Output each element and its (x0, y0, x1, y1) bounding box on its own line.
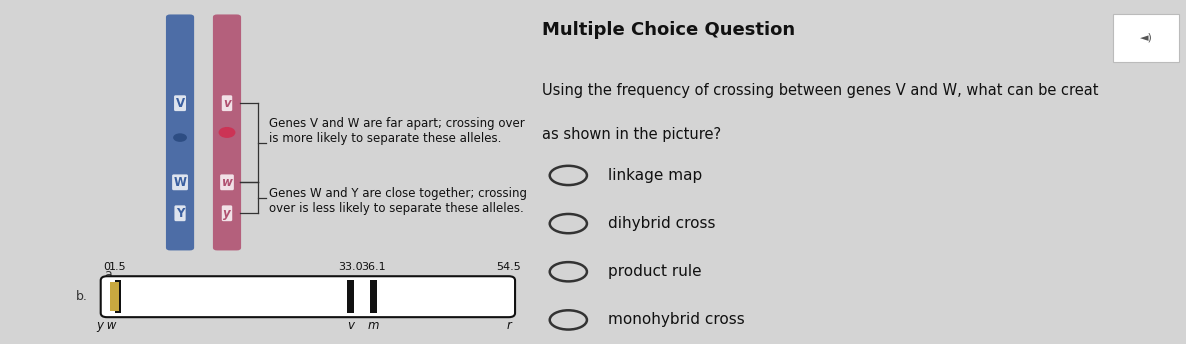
Text: 0: 0 (103, 262, 110, 272)
Bar (346, 280, 353, 313)
Ellipse shape (173, 133, 187, 142)
Text: b.: b. (76, 290, 88, 303)
FancyBboxPatch shape (1112, 14, 1179, 62)
Text: 1.5: 1.5 (109, 262, 127, 272)
Text: r: r (506, 319, 511, 332)
Text: m: m (368, 319, 378, 332)
Text: as shown in the picture?: as shown in the picture? (542, 127, 721, 142)
Text: V: V (176, 97, 185, 110)
Text: product rule: product rule (608, 264, 702, 279)
Text: monohybrid cross: monohybrid cross (608, 312, 745, 327)
FancyBboxPatch shape (166, 14, 195, 250)
Bar (370, 280, 376, 313)
Text: ◄): ◄) (1140, 33, 1153, 43)
Text: a.: a. (104, 268, 116, 281)
FancyBboxPatch shape (213, 14, 241, 250)
Text: y w: y w (97, 319, 117, 332)
Text: 54.5: 54.5 (497, 262, 521, 272)
Bar (109, 282, 119, 311)
Text: W: W (173, 176, 186, 189)
Bar (115, 280, 121, 313)
Text: 36.1: 36.1 (361, 262, 385, 272)
Text: Using the frequency of crossing between genes V and W, what can be creat: Using the frequency of crossing between … (542, 83, 1098, 98)
Text: v: v (223, 97, 231, 110)
Text: v: v (346, 319, 353, 332)
Text: dihybrid cross: dihybrid cross (608, 216, 715, 231)
Text: y: y (223, 207, 231, 220)
FancyBboxPatch shape (101, 276, 515, 317)
Text: Y: Y (176, 207, 184, 220)
Ellipse shape (218, 127, 236, 138)
Text: Multiple Choice Question: Multiple Choice Question (542, 21, 795, 39)
Text: w: w (222, 176, 232, 189)
Text: Genes W and Y are close together; crossing
over is less likely to separate these: Genes W and Y are close together; crossi… (269, 186, 527, 215)
Text: 33.0: 33.0 (338, 262, 363, 272)
Text: Genes V and W are far apart; crossing over
is more likely to separate these alle: Genes V and W are far apart; crossing ov… (269, 117, 524, 145)
Text: linkage map: linkage map (608, 168, 702, 183)
